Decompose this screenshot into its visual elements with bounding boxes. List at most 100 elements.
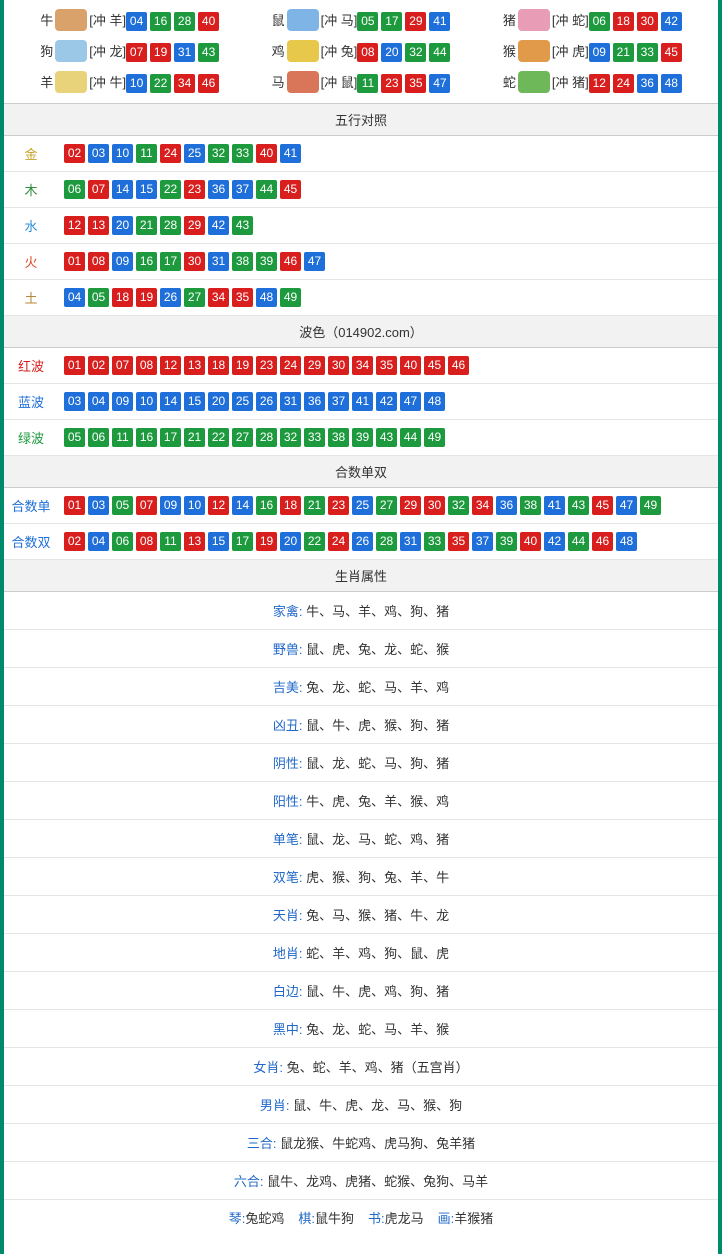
attr-key: 地肖:: [273, 946, 306, 961]
number-ball: 23: [256, 356, 277, 375]
number-ball: 30: [637, 12, 658, 31]
wuxing-label: 水: [4, 208, 58, 244]
number-ball: 41: [544, 496, 565, 515]
number-ball: 10: [136, 392, 157, 411]
number-ball: 20: [381, 43, 402, 62]
number-ball: 44: [400, 428, 421, 447]
attr-row: 凶丑: 鼠、牛、虎、猴、狗、猪: [4, 706, 718, 744]
zodiac-numbers: 06183042: [589, 12, 682, 31]
number-ball: 45: [280, 180, 301, 199]
bose-label: 绿波: [4, 420, 58, 456]
heshu-numbers: 0204060811131517192022242628313335373940…: [58, 524, 718, 560]
number-ball: 19: [232, 356, 253, 375]
number-ball: 02: [64, 532, 85, 551]
number-ball: 22: [208, 428, 229, 447]
attr-key: 男肖:: [260, 1098, 293, 1113]
zodiac-grid: 牛[冲 羊]04162840鼠[冲 马]05172941猪[冲 蛇]061830…: [4, 4, 718, 103]
number-ball: 08: [136, 356, 157, 375]
number-ball: 28: [160, 216, 181, 235]
zodiac-cell: 猴[冲 虎]09213345: [477, 35, 708, 66]
number-ball: 32: [405, 43, 426, 62]
number-ball: 03: [64, 392, 85, 411]
number-ball: 29: [405, 12, 426, 31]
number-ball: 48: [256, 288, 277, 307]
zodiac-animal-icon: [287, 71, 319, 93]
number-ball: 01: [64, 252, 85, 271]
number-ball: 47: [304, 252, 325, 271]
attr-value: 蛇、羊、鸡、狗、鼠、虎: [306, 946, 449, 961]
number-ball: 05: [64, 428, 85, 447]
heshu-label: 合数单: [4, 488, 58, 524]
number-ball: 27: [232, 428, 253, 447]
attr-value: 鼠、龙、马、蛇、鸡、猪: [306, 832, 449, 847]
number-ball: 13: [184, 532, 205, 551]
zodiac-numbers: 08203244: [357, 43, 450, 62]
number-ball: 06: [88, 428, 109, 447]
number-ball: 09: [112, 392, 133, 411]
number-ball: 49: [280, 288, 301, 307]
bottom-value: 兔蛇鸡: [245, 1211, 284, 1226]
bottom-value: 羊猴猪: [454, 1211, 493, 1226]
number-ball: 09: [589, 43, 610, 62]
attr-row: 三合: 鼠龙猴、牛蛇鸡、虎马狗、兔羊猪: [4, 1124, 718, 1162]
attr-row: 天肖: 兔、马、猴、猪、牛、龙: [4, 896, 718, 934]
number-ball: 23: [184, 180, 205, 199]
attr-value: 牛、虎、兔、羊、猴、鸡: [306, 794, 449, 809]
attr-value: 兔、蛇、羊、鸡、猪（五宫肖）: [287, 1060, 469, 1075]
number-ball: 12: [160, 356, 181, 375]
number-ball: 04: [126, 12, 147, 31]
number-ball: 39: [352, 428, 373, 447]
number-ball: 39: [256, 252, 277, 271]
attr-row: 单笔: 鼠、龙、马、蛇、鸡、猪: [4, 820, 718, 858]
wuxing-row: 土04051819262734354849: [4, 280, 718, 316]
number-ball: 37: [232, 180, 253, 199]
zodiac-name: 鸡: [272, 41, 285, 60]
wuxing-label: 火: [4, 244, 58, 280]
number-ball: 34: [472, 496, 493, 515]
zodiac-cell: 牛[冲 羊]04162840: [14, 4, 245, 35]
bose-row: 绿波05061116172122272832333839434449: [4, 420, 718, 456]
attr-key: 单笔:: [273, 832, 306, 847]
zodiac-numbers: 09213345: [589, 43, 682, 62]
number-ball: 14: [112, 180, 133, 199]
bose-numbers: 05061116172122272832333839434449: [58, 420, 718, 456]
zodiac-conflict: [冲 鼠]: [321, 72, 358, 91]
number-ball: 26: [256, 392, 277, 411]
number-ball: 16: [136, 252, 157, 271]
zodiac-conflict: [冲 龙]: [89, 41, 126, 60]
zodiac-animal-icon: [55, 40, 87, 62]
attr-row: 六合: 鼠牛、龙鸡、虎猪、蛇猴、兔狗、马羊: [4, 1162, 718, 1200]
zodiac-animal-icon: [518, 71, 550, 93]
number-ball: 06: [64, 180, 85, 199]
number-ball: 05: [357, 12, 378, 31]
attr-value: 兔、龙、蛇、马、羊、鸡: [306, 680, 449, 695]
attr-header: 生肖属性: [4, 560, 718, 592]
number-ball: 18: [112, 288, 133, 307]
number-ball: 34: [352, 356, 373, 375]
bottom-key: 棋:: [298, 1211, 315, 1226]
zodiac-name: 狗: [40, 41, 53, 60]
number-ball: 12: [208, 496, 229, 515]
bose-row: 蓝波03040910141520252631363741424748: [4, 384, 718, 420]
number-ball: 46: [592, 532, 613, 551]
bose-numbers: 0102070812131819232429303435404546: [58, 348, 718, 384]
number-ball: 19: [256, 532, 277, 551]
number-ball: 29: [400, 496, 421, 515]
number-ball: 46: [198, 74, 219, 93]
zodiac-conflict: [冲 猪]: [552, 72, 589, 91]
number-ball: 10: [112, 144, 133, 163]
number-ball: 24: [280, 356, 301, 375]
number-ball: 22: [150, 74, 171, 93]
attr-row: 野兽: 鼠、虎、兔、龙、蛇、猴: [4, 630, 718, 668]
attr-row: 地肖: 蛇、羊、鸡、狗、鼠、虎: [4, 934, 718, 972]
wuxing-numbers: 02031011242532334041: [58, 136, 718, 172]
zodiac-cell: 鼠[冲 马]05172941: [245, 4, 476, 35]
number-ball: 16: [150, 12, 171, 31]
attr-key: 天肖:: [273, 908, 306, 923]
zodiac-name: 猪: [503, 10, 516, 29]
number-ball: 47: [429, 74, 450, 93]
attr-value: 鼠、牛、虎、猴、狗、猪: [306, 718, 449, 733]
bose-header: 波色（014902.com）: [4, 316, 718, 348]
attr-row: 女肖: 兔、蛇、羊、鸡、猪（五宫肖）: [4, 1048, 718, 1086]
number-ball: 20: [112, 216, 133, 235]
